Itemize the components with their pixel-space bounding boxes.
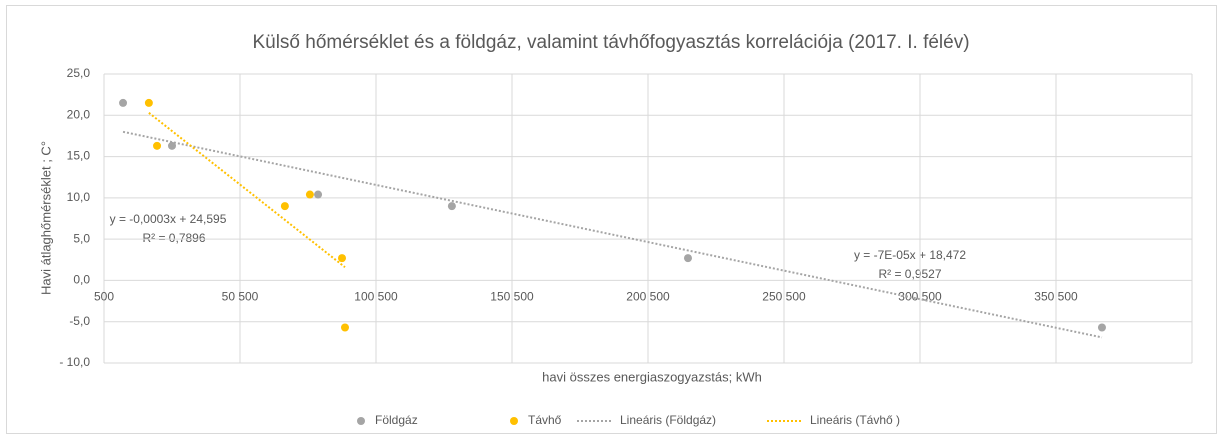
scatter-point — [340, 323, 349, 332]
y-tick-label: 0,0 — [73, 273, 90, 287]
annotation: y = -0,0003x + 24,595 — [110, 212, 227, 226]
x-tick-label: 50 500 — [222, 290, 259, 304]
y-tick-label: -5,0 — [69, 314, 90, 328]
scatter-point — [314, 190, 323, 199]
legend-label: Lineáris (Távhő ) — [810, 413, 900, 427]
annotation: R² = 0,9527 — [878, 267, 941, 281]
scatter-point — [447, 202, 456, 211]
trendline — [148, 112, 346, 269]
scatter-point — [338, 254, 346, 263]
y-axis-title: Havi átlaghőmérséklet ; C° — [38, 141, 53, 295]
x-tick-label: 150 500 — [490, 290, 534, 304]
scatter-point — [1097, 323, 1106, 332]
legend-swatch — [510, 417, 518, 425]
annotation: R² = 0,7896 — [142, 231, 205, 245]
legend-label: Távhő — [528, 413, 562, 427]
y-tick-label: 5,0 — [73, 231, 90, 245]
x-tick-label: 200 500 — [626, 290, 670, 304]
x-tick-label: 350 500 — [1034, 290, 1078, 304]
y-tick-label: - 10,0 — [59, 355, 90, 369]
scatter-point — [168, 141, 176, 150]
x-tick-label: 250 500 — [762, 290, 806, 304]
scatter-point — [153, 141, 162, 150]
legend-label: Lineáris (Földgáz) — [620, 413, 716, 427]
y-tick-label: 20,0 — [67, 107, 91, 121]
trendline — [122, 130, 1103, 339]
scatter-point — [280, 202, 289, 211]
legend-swatch — [357, 417, 365, 425]
annotation: y = -7E-05x + 18,472 — [854, 248, 966, 262]
y-tick-label: 10,0 — [67, 190, 91, 204]
scatter-point — [119, 98, 128, 107]
x-tick-label: 500 — [94, 290, 114, 304]
legend-label: Földgáz — [375, 413, 418, 427]
y-tick-label: 15,0 — [67, 149, 91, 163]
x-tick-label: 100 500 — [354, 290, 398, 304]
y-tick-label: 25,0 — [67, 66, 91, 80]
scatter-point — [305, 190, 314, 199]
scatter-point — [144, 98, 153, 107]
scatter-point — [683, 254, 692, 263]
x-tick-label: 300 500 — [898, 290, 942, 304]
chart-title: Külső hőmérséklet és a földgáz, valamint… — [252, 32, 969, 53]
chart-frame — [6, 5, 1217, 434]
x-axis-title: havi összes energiaszogyazstás; kWh — [542, 369, 762, 384]
